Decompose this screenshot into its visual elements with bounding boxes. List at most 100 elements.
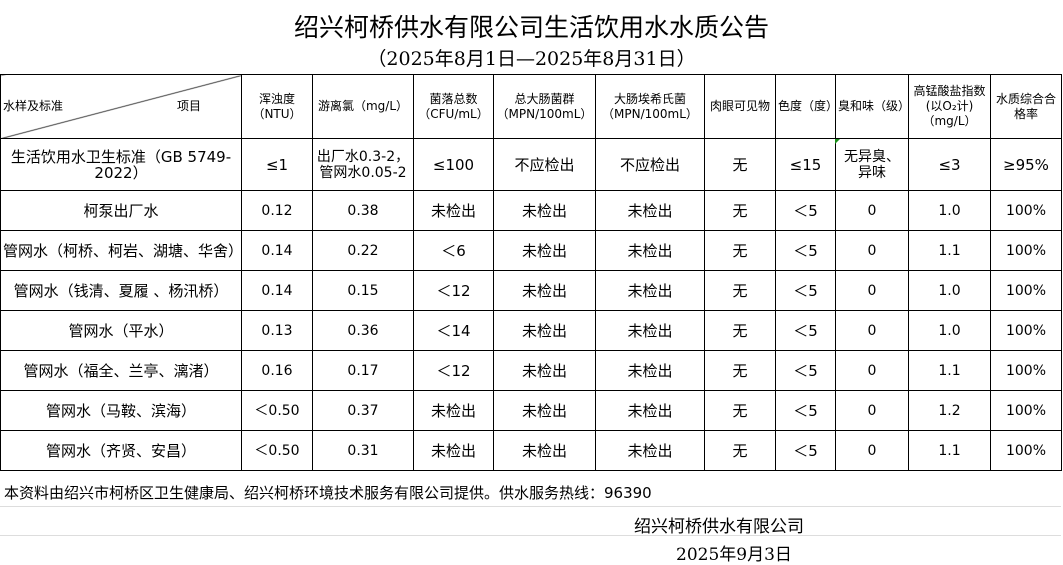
measurement-cell: 1.1: [908, 350, 991, 391]
measurement-cell: 0: [835, 390, 909, 431]
standard-name: 生活饮用水卫生标准（GB 5749-2022）: [0, 138, 242, 191]
measurement-cell: 1.0: [908, 190, 991, 231]
issue-date: 2025年9月3日: [676, 545, 792, 565]
measurement-cell: ＜12: [413, 350, 494, 391]
measurement-cell: 100%: [990, 430, 1062, 471]
standard-value: 不应检出: [595, 138, 705, 191]
table-row: 管网水（柯桥、柯岩、湖塘、华舍） 0.14 0.22 ＜6 未检出 未检出无＜5 0 1.1 1…: [0, 230, 1062, 271]
standard-value: 出厂水0.3-2，管网水0.05-2: [312, 138, 414, 191]
table-row: 管网水（福全、兰亭、漓渚） 0.16 0.17 ＜12 未检出 未检出无＜5 0 1.1 100…: [0, 350, 1062, 391]
page-title: 绍兴柯桥供水有限公司生活饮用水水质公告: [293, 13, 769, 42]
measurement-cell: 无: [704, 390, 776, 431]
column-header: 水质综合合格率: [990, 74, 1062, 139]
measurement-cell: 无: [704, 350, 776, 391]
standard-value: ≤100: [413, 138, 494, 191]
header-row: 水样及标准 项目 浑浊度（NTU） 游离氯（mg/L） 菌落总数（CFU/mL） 总大…: [0, 74, 1062, 139]
measurement-cell: 0: [835, 350, 909, 391]
measurement-cell: 未检出: [595, 430, 705, 471]
measurement-cell: 未检出: [595, 310, 705, 351]
measurement-cell: 0: [835, 270, 909, 311]
standard-value: ≤15: [775, 138, 836, 191]
measurement-cell: ＜5: [775, 310, 836, 351]
column-header: 色度（度）: [775, 74, 836, 139]
measurement-cell: 1.1: [908, 430, 991, 471]
measurement-cell: 未检出: [493, 270, 596, 311]
measurement-cell: 0.12: [241, 190, 313, 231]
water-quality-table: 水样及标准 项目 浑浊度（NTU） 游离氯（mg/L） 菌落总数（CFU/mL） 总大…: [0, 74, 1062, 471]
measurement-cell: 0.16: [241, 350, 313, 391]
measurement-cell: 100%: [990, 270, 1062, 311]
measurement-cell: 未检出: [493, 390, 596, 431]
measurement-cell: 无: [704, 310, 776, 351]
divider: [0, 506, 1061, 507]
measurement-cell: ＜5: [775, 350, 836, 391]
measurement-cell: 未检出: [493, 190, 596, 231]
source-note: 本资料由绍兴市柯桥区卫生健康局、绍兴柯桥环境技术服务有限公司提供。供水服务热线：…: [4, 484, 652, 502]
corner-header-cell: 水样及标准 项目: [0, 74, 242, 139]
standard-value: ≤1: [241, 138, 313, 191]
measurement-cell: 0.14: [241, 270, 313, 311]
measurement-cell: 未检出: [493, 310, 596, 351]
measurement-cell: 0.37: [312, 390, 414, 431]
standard-value: ≥95%: [990, 138, 1062, 191]
measurement-cell: 未检出: [493, 430, 596, 471]
measurement-cell: 未检出: [595, 190, 705, 231]
measurement-cell: 100%: [990, 390, 1062, 431]
measurement-cell: 0.22: [312, 230, 414, 271]
standard-row: 生活饮用水卫生标准（GB 5749-2022） ≤1 出厂水0.3-2，管网水0.…: [0, 138, 1062, 191]
table-row: 管网水（平水） 0.13 0.36 ＜14 未检出 未检出无＜5 0 1.0 100%: [0, 310, 1062, 351]
column-header: 肉眼可见物: [704, 74, 776, 139]
standard-value: ≤3: [908, 138, 991, 191]
measurement-cell: ＜12: [413, 270, 494, 311]
sample-standard-label: 水样及标准: [3, 99, 64, 113]
column-header: 高锰酸盐指数(以O₂计)（mg/L）: [908, 74, 991, 139]
measurement-cell: 1.2: [908, 390, 991, 431]
measurement-cell: 1.0: [908, 270, 991, 311]
sample-name: 管网水（钱清、夏履 、杨汛桥）: [0, 270, 242, 311]
measurement-cell: ＜5: [775, 190, 836, 231]
measurement-cell: ＜5: [775, 390, 836, 431]
sample-name: 管网水（平水）: [0, 310, 242, 351]
divider: [0, 535, 1061, 536]
issuer-name: 绍兴柯桥供水有限公司: [634, 517, 804, 537]
table-row: 管网水（齐贤、安昌） ＜0.50 0.31 未检出 未检出 未检出无＜5 0 1.1 100%: [0, 430, 1062, 471]
measurement-cell: ＜5: [775, 230, 836, 271]
measurement-cell: ＜5: [775, 430, 836, 471]
measurement-cell: ＜0.50: [241, 390, 313, 431]
sample-name: 管网水（柯桥、柯岩、湖塘、华舍）: [0, 230, 242, 271]
measurement-cell: 未检出: [413, 430, 494, 471]
measurement-cell: 未检出: [595, 270, 705, 311]
measurement-cell: 无: [704, 430, 776, 471]
item-label: 项目: [176, 99, 201, 113]
column-header: 臭和味（级）: [835, 74, 909, 139]
measurement-cell: 未检出: [595, 350, 705, 391]
sample-name: 柯泵出厂水: [0, 190, 242, 231]
sample-name: 管网水（马鞍、滨海）: [0, 390, 242, 431]
measurement-cell: 无: [704, 270, 776, 311]
column-header: 菌落总数（CFU/mL）: [413, 74, 494, 139]
measurement-cell: 0.13: [241, 310, 313, 351]
standard-value: 无: [704, 138, 776, 191]
measurement-cell: ＜0.50: [241, 430, 313, 471]
measurement-cell: 未检出: [493, 230, 596, 271]
column-header: 游离氯（mg/L）: [312, 74, 414, 139]
date-range-subtitle: （2025年8月1日—2025年8月31日）: [367, 48, 696, 70]
measurement-cell: ＜5: [775, 270, 836, 311]
measurement-cell: 100%: [990, 190, 1062, 231]
measurement-cell: 100%: [990, 230, 1062, 271]
measurement-cell: 0.17: [312, 350, 414, 391]
measurement-cell: 无: [704, 230, 776, 271]
column-header: 大肠埃希氏菌（MPN/100mL）: [595, 74, 705, 139]
measurement-cell: 0: [835, 310, 909, 351]
measurement-cell: 1.0: [908, 310, 991, 351]
measurement-cell: 0.36: [312, 310, 414, 351]
column-header: 浑浊度（NTU）: [241, 74, 313, 139]
measurement-cell: 0.15: [312, 270, 414, 311]
measurement-cell: 0: [835, 230, 909, 271]
measurement-cell: 未检出: [595, 230, 705, 271]
standard-value: 不应检出: [493, 138, 596, 191]
measurement-cell: 未检出: [493, 350, 596, 391]
table-row: 管网水（钱清、夏履 、杨汛桥） 0.14 0.15 ＜12 未检出 未检出无＜5 0 1.0 1…: [0, 270, 1062, 311]
measurement-cell: 1.1: [908, 230, 991, 271]
